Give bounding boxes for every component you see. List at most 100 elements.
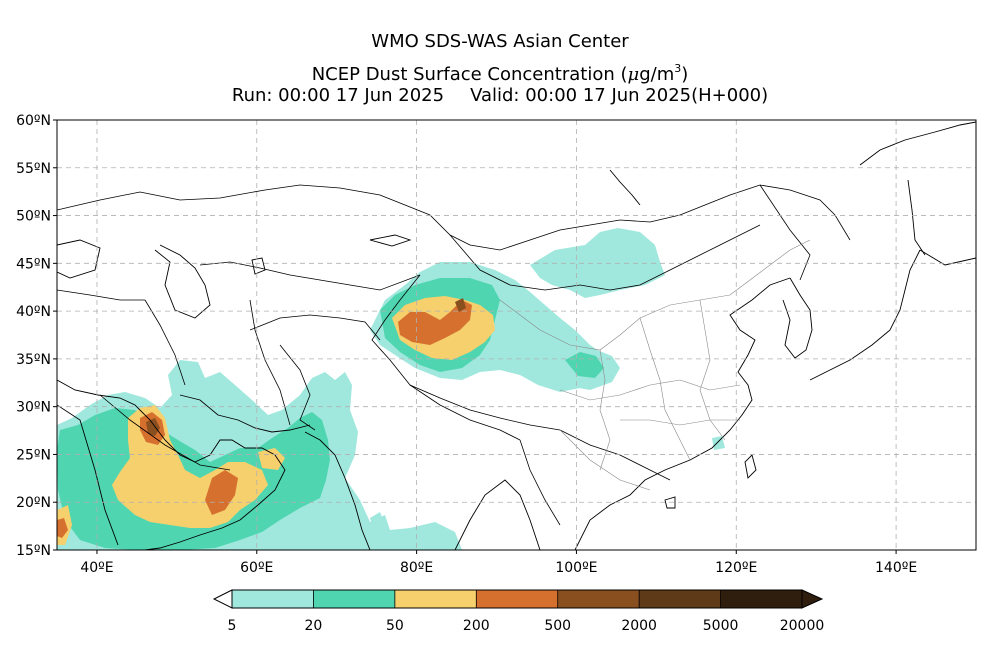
unit-mu: μ bbox=[627, 64, 640, 85]
province-line-1 bbox=[499, 294, 731, 351]
colorbar-frame bbox=[231, 589, 803, 609]
lon-tick-label: 40ºE bbox=[80, 560, 113, 576]
coast-black-sea bbox=[57, 239, 101, 279]
lat-tick-label: 40ºN bbox=[16, 304, 51, 320]
colorbar-lower-arrow bbox=[212, 589, 233, 609]
province-line-5 bbox=[699, 299, 726, 441]
border-myanmar bbox=[519, 439, 561, 526]
coast-siberia bbox=[859, 121, 976, 166]
border-iran-east bbox=[249, 299, 291, 426]
dust-area-yemen-l4 bbox=[57, 518, 68, 538]
province-line-2 bbox=[559, 379, 741, 401]
axis-ticks: 60ºN 55ºN 50ºN 45ºN 40ºN 35ºN 30ºN 25ºN 20ºN 15ºN… bbox=[16, 113, 917, 576]
dust-area-east bbox=[712, 436, 725, 450]
lon-tick-label: 140ºE bbox=[875, 560, 917, 576]
colorbar-swatch bbox=[232, 590, 314, 608]
colorbar-swatch bbox=[720, 590, 802, 608]
dust-area-arabia-l5 bbox=[146, 418, 160, 436]
dust-area-iran bbox=[170, 365, 200, 398]
coast-indochina bbox=[574, 277, 791, 550]
coast-sakhalin bbox=[907, 179, 926, 256]
valid-label: Valid: 00:00 17 Jun 2025(H+000) bbox=[470, 85, 769, 106]
map-frame bbox=[56, 119, 977, 551]
title-line-3: Run: 00:00 17 Jun 2025 Valid: 00:00 17 Ju… bbox=[0, 84, 1000, 108]
border-indochina bbox=[559, 429, 671, 481]
colorbar-label: 20000 bbox=[780, 618, 825, 634]
coast-hainan bbox=[664, 496, 676, 509]
province-line-8 bbox=[559, 429, 651, 491]
product-text: NCEP Dust Surface Concentration ( bbox=[311, 64, 628, 85]
colorbar-swatch bbox=[476, 590, 558, 608]
province-borders bbox=[499, 239, 811, 491]
coast-balkhash bbox=[369, 234, 412, 247]
coast-japan bbox=[809, 249, 921, 381]
colorbar: 5 20 50 200 500 2000 5000 20000 bbox=[212, 589, 825, 634]
border-russia-kazakhstan bbox=[57, 184, 851, 251]
coast-korea bbox=[782, 277, 813, 359]
lat-tick-label: 60ºN bbox=[16, 113, 51, 129]
coast-red-sea-west bbox=[57, 404, 119, 546]
colorbar-swatch bbox=[313, 590, 395, 608]
colorbar-label: 5 bbox=[228, 618, 237, 634]
dust-area-oman-l2 bbox=[268, 440, 305, 480]
coast-arabia bbox=[57, 379, 286, 550]
dust-area-uae-l3 bbox=[258, 448, 285, 470]
lon-tick-label: 60ºE bbox=[240, 560, 273, 576]
colorbar-label: 2000 bbox=[621, 618, 657, 634]
lon-tick-label: 80ºE bbox=[400, 560, 433, 576]
border-pakistan bbox=[279, 344, 316, 431]
dust-area-india bbox=[370, 512, 385, 532]
coastlines bbox=[57, 121, 976, 550]
coast-india bbox=[304, 431, 371, 550]
border-saudi bbox=[99, 394, 231, 471]
province-line-7 bbox=[729, 239, 811, 296]
dust-level-500-2000 bbox=[146, 298, 466, 436]
border-kazakhstan-south bbox=[199, 261, 421, 291]
coast-bay-bengal bbox=[454, 479, 541, 550]
dust-shading bbox=[57, 228, 725, 550]
colorbar-label: 200 bbox=[463, 618, 490, 634]
coast-gulf-iran bbox=[179, 394, 311, 433]
colorbar-swatch bbox=[394, 590, 477, 608]
lon-tick-label: 100ºE bbox=[555, 560, 597, 576]
unit-close: ) bbox=[681, 64, 689, 85]
province-line-6 bbox=[620, 419, 740, 426]
colorbar-label: 20 bbox=[305, 618, 323, 634]
border-iran-iraq bbox=[144, 299, 186, 386]
colorbar-upper-arrow bbox=[801, 589, 824, 609]
border-china-mongolia bbox=[449, 224, 761, 291]
coast-kamchatka-coast bbox=[919, 249, 976, 266]
lat-tick-label: 35ºN bbox=[16, 352, 51, 368]
province-line-3 bbox=[599, 349, 611, 471]
colorbar-label: 500 bbox=[544, 618, 571, 634]
colorbar-swatch bbox=[557, 590, 640, 608]
border-afghanistan bbox=[249, 314, 381, 341]
lat-tick-label: 20ºN bbox=[16, 495, 51, 511]
lat-tick-label: 15ºN bbox=[16, 543, 51, 559]
national-borders bbox=[57, 184, 851, 526]
lat-tick-label: 45ºN bbox=[16, 256, 51, 272]
unit-exponent: 3 bbox=[674, 62, 682, 75]
lon-tick-label: 120ºE bbox=[715, 560, 757, 576]
graticule bbox=[57, 120, 976, 550]
colorbar-label: 50 bbox=[386, 618, 404, 634]
coast-baikal bbox=[609, 169, 641, 206]
border-turkey bbox=[57, 289, 145, 301]
title-line-2: NCEP Dust Surface Concentration (μg/m3) bbox=[0, 57, 1000, 87]
unit-text: g/m bbox=[639, 64, 675, 85]
lat-tick-label: 30ºN bbox=[16, 400, 51, 416]
coast-aral bbox=[251, 257, 266, 275]
run-label: Run: 00:00 17 Jun 2025 bbox=[231, 85, 445, 106]
dust-area-taklimakan-l5 bbox=[455, 298, 466, 312]
title-text: WMO SDS-WAS Asian Center bbox=[371, 31, 629, 52]
lat-tick-label: 50ºN bbox=[16, 209, 51, 225]
coast-caspian bbox=[154, 244, 211, 319]
dust-area-rubalkhali-l4 bbox=[205, 470, 238, 515]
title-line-1: WMO SDS-WAS Asian Center bbox=[0, 30, 1000, 54]
border-india-nepal bbox=[409, 384, 521, 441]
border-china-northeast bbox=[759, 184, 811, 281]
colorbar-swatch bbox=[639, 590, 721, 608]
lat-tick-label: 55ºN bbox=[16, 161, 51, 177]
province-line-4 bbox=[639, 317, 691, 461]
